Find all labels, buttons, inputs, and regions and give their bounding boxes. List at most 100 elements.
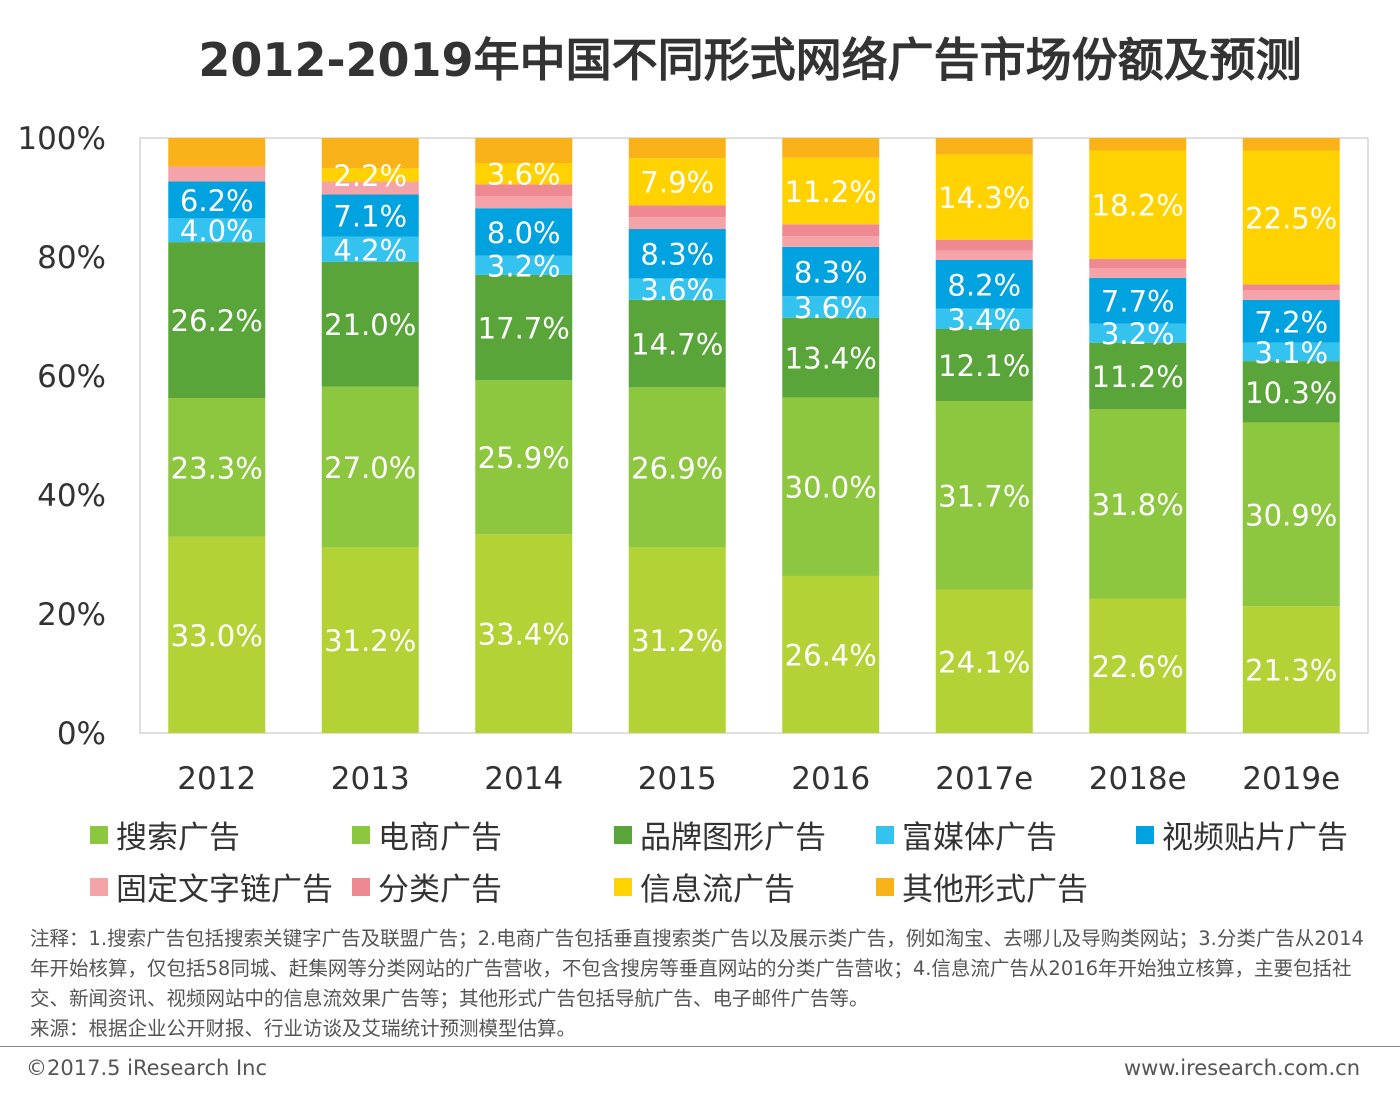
bar-segment (628, 299, 726, 388)
bar-segment (1242, 299, 1340, 343)
bar-segment (321, 261, 419, 387)
data-label: 4.2% (333, 233, 407, 267)
legend-swatch (876, 825, 894, 844)
legend-swatch (614, 825, 632, 844)
bar-segment (935, 259, 1033, 309)
bar-segment (935, 239, 1033, 251)
legend-item: 分类广告 (352, 864, 502, 909)
y-tick-label: 0% (57, 716, 106, 752)
legend-item: 品牌图形广告 (614, 812, 826, 857)
legend-item: 搜索广告 (90, 812, 240, 857)
bar-segment (935, 589, 1033, 733)
x-tick-label: 2017e (935, 761, 1033, 797)
data-label: 18.2% (1092, 189, 1184, 223)
bar-segment (628, 547, 726, 733)
bar-segment (1089, 342, 1187, 410)
bar-segment (1089, 150, 1187, 259)
x-tick-label: 2018e (1089, 761, 1187, 797)
bar-segment (168, 218, 266, 243)
plot-area-frame (139, 137, 1369, 734)
bar-segment (475, 380, 573, 535)
data-label: 31.7% (938, 479, 1030, 513)
bar-segment (321, 168, 419, 182)
y-tick-label: 80% (37, 240, 106, 276)
legend-label: 信息流广告 (640, 872, 795, 908)
bar-segment (782, 575, 880, 733)
data-label: 30.0% (785, 471, 877, 505)
data-label: 22.5% (1245, 201, 1337, 235)
data-label: 8.0% (487, 216, 561, 250)
bar-segment (782, 397, 880, 576)
bar-segment (1089, 598, 1187, 733)
data-label: 11.2% (785, 175, 877, 209)
legend-item: 固定文字链广告 (90, 864, 333, 909)
bar-segment (1242, 290, 1340, 300)
data-label: 3.6% (640, 273, 714, 307)
bar-segment (168, 181, 266, 219)
data-label: 23.3% (171, 451, 263, 485)
legend-swatch (876, 877, 894, 896)
bar-segment (1242, 284, 1340, 291)
legend-swatch (614, 877, 632, 896)
data-label: 31.8% (1092, 488, 1184, 522)
data-label: 7.9% (640, 166, 714, 200)
legend-item: 视频贴片广告 (1136, 812, 1348, 857)
source-text: 来源：根据企业公开财报、行业访谈及艾瑞统计预测模型估算。 (30, 1017, 577, 1040)
bar-segment (321, 138, 419, 169)
data-label: 3.1% (1254, 336, 1328, 370)
data-label: 6.2% (180, 184, 254, 218)
data-label: 24.1% (938, 645, 1030, 679)
bar-segment (475, 255, 573, 275)
data-label: 22.6% (1092, 650, 1184, 684)
bar-segment (935, 138, 1033, 155)
bar-segment (935, 154, 1033, 240)
bar-segment (628, 217, 726, 230)
bar-segment (475, 534, 573, 733)
stacked-bar-chart: 33.0% 23.3% 26.2% 4.0%6.2% 31.2% 27.0% 21.0% 4.… (17, 121, 1369, 797)
legend-label: 视频贴片广告 (1162, 820, 1348, 856)
x-tick-label: 2019e (1242, 761, 1340, 797)
x-tick-label: 2016 (791, 761, 870, 797)
legend-label: 分类广告 (378, 872, 502, 908)
bar-segment (1089, 323, 1187, 343)
bar-segment (628, 205, 726, 218)
data-label: 25.9% (478, 441, 570, 475)
y-tick-label: 20% (37, 597, 106, 633)
bar-segment (475, 208, 573, 256)
data-label: 33.4% (478, 618, 570, 652)
bar-segment (1242, 422, 1340, 607)
bar-segment (1089, 277, 1187, 324)
website-link[interactable]: www.iresearch.com.cn (1123, 1056, 1360, 1080)
bar-segment (1089, 268, 1187, 278)
data-label: 31.2% (631, 624, 723, 658)
data-label: 2.2% (333, 159, 407, 193)
bar-segment (475, 162, 573, 185)
bar-segment (935, 250, 1033, 260)
y-tick-label: 100% (17, 121, 106, 157)
chart-notes: 注释：1.搜索广告包括搜索关键字广告及联盟广告；2.电商广告包括垂直搜索类广告以… (30, 924, 1380, 1044)
y-tick-label: 60% (37, 359, 106, 395)
bar-segment (475, 274, 573, 381)
bar-segment (168, 398, 266, 537)
data-label: 17.7% (478, 312, 570, 346)
bar-segment (628, 278, 726, 300)
data-label: 31.2% (324, 624, 416, 658)
bar-segment (1242, 342, 1340, 362)
data-label: 10.3% (1245, 376, 1337, 410)
data-label: 7.7% (1101, 285, 1175, 319)
legend-label: 其他形式广告 (902, 872, 1088, 908)
legend-swatch (90, 877, 108, 896)
bar-segment (935, 400, 1033, 590)
data-label: 3.6% (487, 158, 561, 192)
data-label: 12.1% (938, 349, 1030, 383)
bar-segment (168, 536, 266, 733)
data-label: 33.0% (171, 619, 263, 653)
bar-segment (475, 138, 573, 163)
legend-label: 固定文字链广告 (116, 872, 333, 908)
data-label: 8.3% (794, 256, 868, 290)
bar-segment (782, 246, 880, 297)
bar-segment (1089, 138, 1187, 151)
legend-label: 电商广告 (378, 820, 502, 856)
bar-segment (475, 196, 573, 209)
data-label: 7.1% (333, 200, 407, 234)
